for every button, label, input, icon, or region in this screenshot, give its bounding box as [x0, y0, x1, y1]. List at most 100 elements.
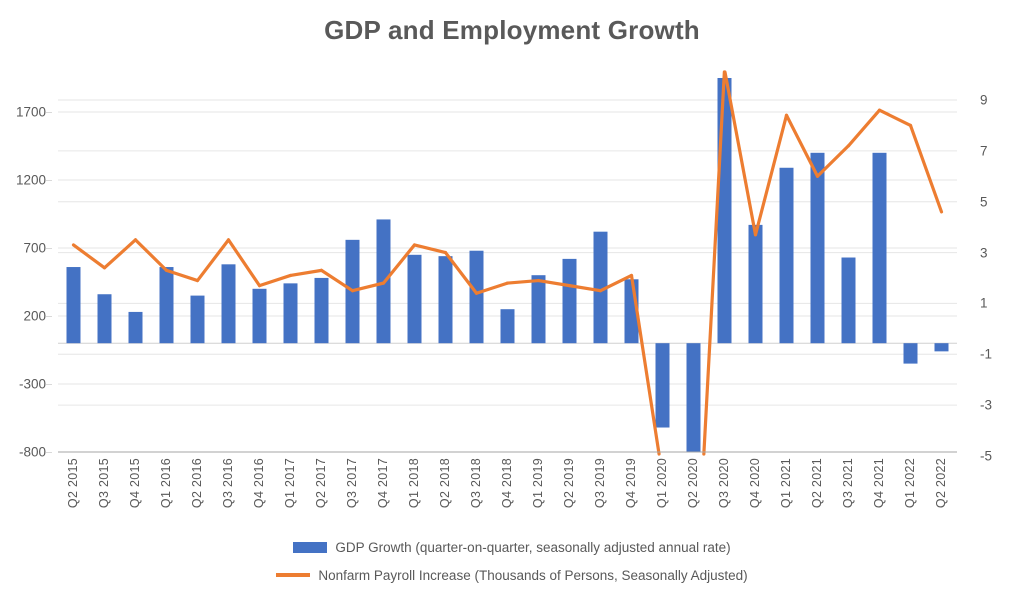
bar — [128, 311, 143, 344]
line-segment — [815, 144, 851, 178]
x-axis-tick-label: Q4 2015 — [127, 458, 142, 509]
left-axis-tick-label: -800 — [18, 444, 46, 460]
left-axis-tick-label: 200 — [23, 308, 46, 324]
chart-legend: GDP Growth (quarter-on-quarter, seasonal… — [0, 533, 1024, 589]
line-segment — [567, 284, 603, 293]
left-axis-tick-mark — [46, 112, 52, 113]
line-segment — [702, 70, 726, 456]
left-axis-tick-label: -300 — [18, 376, 46, 392]
bar — [686, 343, 701, 452]
line-segment — [102, 238, 138, 270]
chart-title: GDP and Employment Growth — [324, 15, 700, 45]
legend-item-payroll: Nonfarm Payroll Increase (Thousands of P… — [0, 561, 1024, 589]
right-axis-tick-label: -1 — [980, 346, 993, 362]
x-axis-tick-label: Q4 2017 — [375, 458, 390, 509]
bar — [314, 277, 329, 344]
line-segment — [288, 268, 324, 278]
x-axis-tick-label: Q3 2018 — [468, 458, 483, 509]
x-axis-tick-label: Q4 2020 — [747, 458, 762, 509]
right-axis-tick-label: 3 — [980, 245, 988, 261]
x-axis-tick-label: Q1 2020 — [654, 458, 669, 509]
bar — [407, 254, 422, 344]
left-axis-tick-label: 1200 — [15, 172, 46, 188]
bar — [748, 224, 763, 344]
x-axis-tick-label: Q3 2021 — [840, 458, 855, 509]
line-segment — [505, 278, 541, 285]
bar — [97, 294, 112, 344]
x-axis-tick-label: Q4 2016 — [251, 458, 266, 509]
x-axis-tick-label: Q3 2016 — [220, 458, 235, 509]
x-axis-tick-label: Q1 2019 — [530, 458, 545, 509]
bar-series — [66, 78, 949, 452]
bar — [500, 309, 515, 344]
line-segment — [908, 123, 944, 214]
line-segment — [381, 243, 417, 285]
line-segment — [133, 238, 169, 272]
x-axis-tick-label: Q1 2017 — [282, 458, 297, 509]
legend-line-swatch-icon — [276, 573, 311, 577]
line-segment — [784, 113, 820, 178]
bar — [841, 257, 856, 344]
line-segment — [319, 268, 355, 293]
right-axis-tick-label: -3 — [980, 397, 993, 413]
x-axis-tick-label: Q2 2020 — [685, 458, 700, 509]
left-axis-tick-mark — [46, 452, 52, 453]
x-axis-tick-label: Q3 2019 — [592, 458, 607, 509]
bar — [159, 267, 174, 344]
line-segment — [536, 278, 572, 288]
plot-area — [58, 70, 957, 456]
bar — [655, 343, 670, 428]
bar — [190, 295, 205, 344]
line-segment — [195, 238, 231, 283]
left-axis-tick-label: 700 — [23, 240, 46, 256]
line-segment — [629, 273, 661, 456]
right-axis-tick-label: -5 — [980, 448, 993, 464]
x-axis-tick-label: Q1 2016 — [158, 458, 173, 509]
bar — [66, 267, 81, 344]
left-axis-tick-label: 1700 — [15, 104, 46, 120]
bar — [593, 231, 608, 344]
right-axis-tick-label: 7 — [980, 143, 988, 159]
line-segment — [846, 108, 882, 148]
line-segment — [412, 243, 448, 255]
x-axis-tick-label: Q3 2015 — [96, 458, 111, 509]
x-axis-tick-label: Q2 2021 — [809, 458, 824, 509]
right-axis-tick-label: 5 — [980, 194, 988, 210]
x-axis-tick-label: Q3 2020 — [716, 458, 731, 509]
line-segment — [443, 250, 479, 295]
x-axis-tick-label: Q2 2022 — [933, 458, 948, 509]
bar — [221, 264, 236, 344]
legend-bar-swatch-icon — [293, 541, 328, 553]
bar — [717, 78, 732, 344]
legend-item-gdp: GDP Growth (quarter-on-quarter, seasonal… — [0, 533, 1024, 561]
bar — [934, 343, 949, 352]
x-axis-tick-label: Q4 2018 — [499, 458, 514, 509]
left-axis-tick-mark — [46, 180, 52, 181]
bar — [252, 288, 267, 344]
line-segment — [226, 238, 262, 288]
line-series — [71, 70, 944, 456]
x-axis-tick-label: Q2 2016 — [189, 458, 204, 509]
line-segment — [164, 268, 200, 283]
line-segment — [71, 243, 107, 270]
x-axis-tick-label: Q1 2021 — [778, 458, 793, 509]
x-axis-tick-label: Q4 2019 — [623, 458, 638, 509]
x-axis-tick-label: Q2 2019 — [561, 458, 576, 509]
line-segment — [723, 70, 758, 237]
bar — [469, 250, 484, 344]
x-axis-tick-label: Q2 2018 — [437, 458, 452, 509]
left-axis-tick-mark — [46, 384, 52, 385]
right-axis-tick-label: 1 — [980, 295, 988, 311]
line-segment — [474, 281, 510, 295]
bar — [283, 283, 298, 344]
line-segment — [598, 273, 634, 293]
x-axis-tick-label: Q4 2021 — [871, 458, 886, 509]
left-axis-tick-mark — [46, 316, 52, 317]
x-axis-tick-label: Q3 2017 — [344, 458, 359, 509]
bar — [779, 167, 794, 344]
line-segment — [753, 113, 789, 237]
line-segment — [877, 108, 913, 128]
x-axis: Q2 2015 Q3 2015 Q4 2015 Q1 2016 Q2 2016 Q3 20… — [58, 458, 957, 530]
bar — [903, 343, 918, 364]
